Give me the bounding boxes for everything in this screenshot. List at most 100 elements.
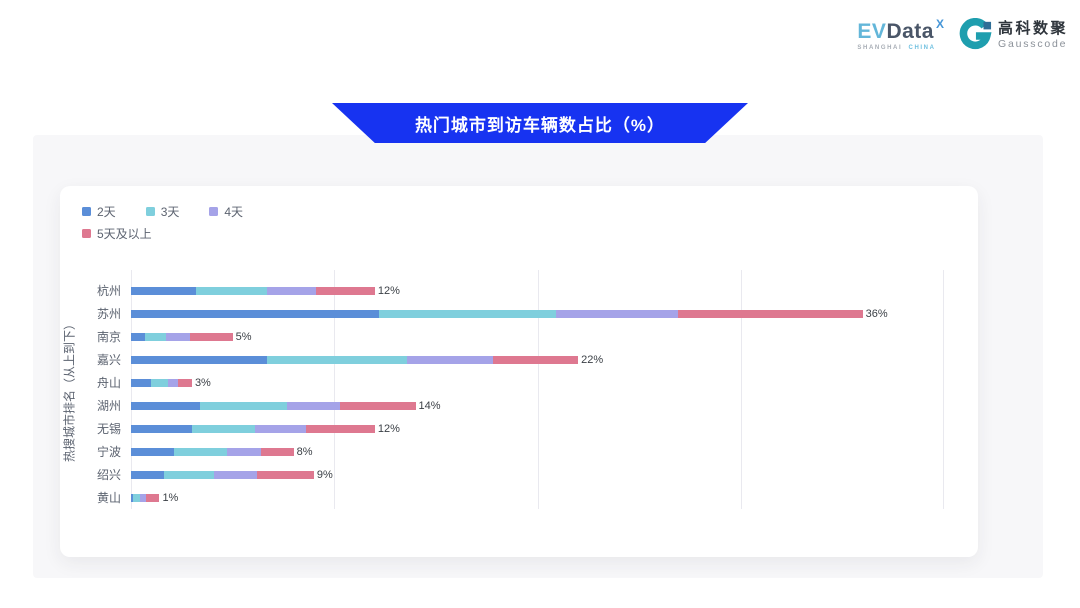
bar-total-label: 5% [235,330,252,343]
gridline [740,270,742,509]
bar-row: 南京 5% [60,325,978,348]
bar-segment-2天 [131,332,146,341]
bar-segment-2天 [131,401,201,410]
city-label: 黄山 [96,491,121,505]
bar-row: 舟山 3% [60,371,978,394]
bar-row: 无锡 12% [60,417,978,440]
bar-segment-2天 [131,424,192,433]
bar-segment-4天 [140,493,147,502]
bar-segment-2天 [131,309,379,318]
legend-item[interactable]: 4天 [209,203,243,220]
city-label: 绍兴 [96,468,121,482]
bar-segment-4天 [254,424,306,433]
legend-label: 5天及以上 [97,227,152,241]
evdata-subtext: SHANGHAI CHINA [857,45,944,51]
legend-item[interactable]: 3天 [145,203,180,220]
chart-legend: 2天 3天 4天 5天及以上 [82,203,273,247]
bar-segment-3天 [378,309,556,318]
legend-row-1: 2天 3天 4天 [82,203,273,220]
bar-segment-2天 [131,378,152,387]
city-label: 舟山 [96,376,121,390]
bar-segment-5天及以上 [177,378,192,387]
bar-segment-4天 [407,355,493,364]
bar-segment-2天 [131,470,164,479]
bar-segment-5天及以上 [315,286,375,295]
evdata-subtext-shanghai: SHANGHAI [857,45,903,51]
bar-segment-3天 [173,447,227,456]
bar-total-label: 12% [377,422,400,435]
bar-segment-5天及以上 [305,424,375,433]
bar-segment-3天 [151,378,168,387]
bar-total-label: 1% [162,491,179,504]
bar-row: 苏州 36% [60,302,978,325]
gridline [334,270,336,509]
legend-row-2: 5天及以上 [82,225,273,242]
city-label: 湖州 [96,399,121,413]
gausscode-g-icon [959,18,992,50]
legend-label: 4天 [224,205,244,219]
city-label: 苏州 [96,307,121,321]
evdata-wordmark: EV Data X [857,17,944,43]
chart-card: 2天 3天 4天 5天及以上 热搜城市排名（从上到下） 杭州 12% 苏州 36% 南京 5%… [60,186,978,557]
header-logos: EV Data X SHANGHAI CHINA 高科数聚 Gausscode [857,18,1068,54]
bar-segment-5天及以上 [261,447,294,456]
bar-row: 嘉兴 22% [60,348,978,371]
gausscode-logo: 高科数聚 Gausscode [958,18,1068,54]
legend-item[interactable]: 5天及以上 [82,225,152,242]
city-label: 杭州 [96,284,121,298]
bar-segment-4天 [267,286,316,295]
bar-total-label: 3% [194,376,211,389]
bar-segment-5天及以上 [146,493,160,502]
legend-item[interactable]: 2天 [82,203,116,220]
bar-total-label: 22% [581,353,604,366]
legend-swatch [145,207,155,216]
city-label: 嘉兴 [96,353,121,367]
bar-segment-3天 [200,401,288,410]
bar-segment-3天 [133,493,141,502]
bar-total-label: 36% [865,307,888,320]
city-label: 南京 [96,330,121,344]
bar-segment-5天及以上 [340,401,416,410]
gridline [943,270,944,509]
gausscode-cn-text: 高科数聚 [997,20,1068,38]
bar-segment-2天 [131,493,134,502]
title-banner: 热门城市到访车辆数占比（%） [332,103,748,143]
bar-segment-4天 [555,309,678,318]
bar-row: 杭州 12% [60,279,978,302]
bar-segment-5天及以上 [492,355,579,364]
bar-row: 宁波 8% [60,440,978,463]
bar-total-label: 9% [316,468,333,481]
bar-segment-2天 [131,286,197,295]
gridline [131,270,132,509]
bar-segment-3天 [163,470,215,479]
bar-segment-4天 [226,447,262,456]
legend-label: 3天 [160,205,180,219]
bar-row: 绍兴 9% [60,463,978,486]
bar-rows: 杭州 12% 苏州 36% 南京 5% 嘉兴 22% 舟山 3% 湖州 14% 无锡 12% 宁波 8% 绍兴 9… [97,270,978,509]
bar-segment-5天及以上 [189,332,233,341]
legend-swatch [209,207,219,216]
evdata-x-icon: X [935,17,944,31]
bar-row: 黄山 1% [60,486,978,509]
plot-gridlines [131,270,944,509]
bar-segment-4天 [214,470,257,479]
gridline [537,270,539,509]
bar-segment-3天 [145,332,166,341]
chart-area: 热搜城市排名（从上到下） 杭州 12% 苏州 36% 南京 5% 嘉兴 22% 舟山 3% 湖州 14… [60,270,978,510]
bar-segment-2天 [131,447,174,456]
bar-total-label: 14% [418,399,441,412]
gausscode-text: 高科数聚 Gausscode [998,21,1068,50]
bar-total-label: 8% [296,445,313,458]
legend-label: 2天 [97,205,116,219]
city-label: 无锡 [96,422,121,436]
bar-segment-4天 [165,332,190,341]
bar-segment-4天 [167,378,178,387]
evdata-subtext-china: CHINA [908,45,936,51]
evdata-ev-text: EV [857,20,887,43]
bar-segment-3天 [267,355,408,364]
legend-swatch [82,207,91,216]
evdata-logo: EV Data X SHANGHAI CHINA [857,17,944,51]
bar-row: 湖州 14% [60,394,978,417]
bar-segment-3天 [191,424,255,433]
bar-segment-5天及以上 [257,470,314,479]
